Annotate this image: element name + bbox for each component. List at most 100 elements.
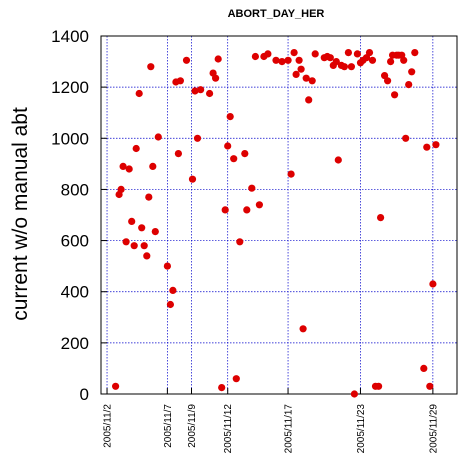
data-point [391,91,399,99]
data-point [138,224,146,232]
x-tick-label: 2005/11/23 [356,404,367,454]
data-point [135,89,143,98]
data-point [145,193,153,201]
data-point [214,55,222,63]
y-tick-label: 1200 [51,78,89,97]
data-point [128,217,136,225]
data-point [243,206,251,214]
data-point [432,141,440,149]
y-axis-ticks: 0 200 400 600 800 1000 1200 1400 [51,27,107,404]
data-point [226,113,234,121]
data-point [350,390,358,398]
data-point [251,52,259,61]
data-point [308,77,316,85]
data-point [193,134,202,142]
y-tick-label: 600 [61,232,89,251]
data-point [140,242,148,250]
data-point [130,242,138,250]
x-tick-label: 2005/11/29 [428,404,439,454]
data-point [125,165,133,173]
data-point [221,206,229,214]
data-point [387,58,395,66]
data-point [182,56,191,64]
data-point [377,214,385,222]
data-point [297,65,305,73]
y-tick-label: 1400 [51,27,89,46]
data-point [302,74,310,82]
data-point [188,175,197,183]
data-point [117,185,125,193]
data-point [368,56,377,64]
y-axis-label: current w/o manual abt [9,107,32,321]
y-tick-label: 800 [61,180,89,199]
data-point [340,63,348,71]
data-point [163,262,171,270]
data-point [272,56,280,64]
data-point [154,133,162,141]
data-point [241,150,249,158]
data-point [169,286,177,294]
data-point [344,49,352,57]
data-point [197,86,205,94]
data-point [365,49,374,57]
data-point [232,375,240,383]
data-point [295,56,303,64]
data-point [149,162,157,170]
data-point [292,70,300,78]
x-tick-label: 2005/11/2 [103,404,114,448]
x-axis-ticks: 2005/11/2 2005/11/7 2005/11/9 2005/11/12 200… [103,388,439,454]
data-point [299,325,307,333]
data-point [429,280,437,288]
data-point [400,56,408,64]
data-point [384,77,392,85]
data-point [381,72,389,80]
data-point [264,50,272,58]
x-tick-label: 2005/11/7 [163,404,174,448]
data-point [423,143,431,151]
data-point [408,68,416,76]
data-point [334,156,342,164]
data-point [426,382,434,390]
chart-title: ABORT_DAY_HER [228,8,325,20]
data-point [305,96,313,104]
data-point [224,142,232,150]
data-point [143,252,151,260]
data-point [218,384,226,392]
y-tick-label: 0 [80,385,89,404]
data-point [230,155,238,163]
data-point [287,170,295,178]
data-point [122,238,130,246]
data-point [405,81,413,89]
plot-frame [100,35,458,395]
grid-lines [101,36,457,394]
data-point [332,58,340,66]
data-point [311,50,319,58]
y-tick-label: 400 [61,283,89,302]
y-tick-label: 1000 [51,129,89,148]
x-tick-label: 2005/11/12 [223,404,234,454]
data-point [353,50,361,58]
data-point [290,49,298,57]
data-point [132,144,140,153]
data-point [255,201,263,209]
x-tick-label: 2005/11/17 [284,404,295,454]
data-point [347,63,355,71]
data-point [420,364,428,372]
data-point [375,382,383,390]
data-point [411,49,419,57]
data-point [166,300,174,309]
data-point [284,56,292,64]
data-point [402,134,410,142]
x-tick-label: 2005/11/9 [187,404,198,448]
data-point [147,63,155,71]
data-point [151,228,159,236]
data-point [174,150,182,158]
data-points [112,49,440,398]
data-point [212,74,220,82]
data-point [248,184,256,192]
data-point [191,87,199,95]
y-tick-label: 200 [61,334,89,353]
data-point [236,238,244,246]
data-point [206,89,214,98]
